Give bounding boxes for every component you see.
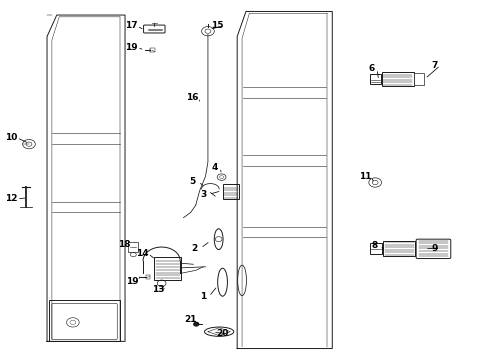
Text: 8: 8 [370, 241, 377, 250]
Text: 1: 1 [200, 292, 206, 301]
Bar [145, 275, 150, 279]
Bar [128, 242, 138, 252]
Text: 19: 19 [126, 276, 139, 285]
Bar [381, 72, 413, 86]
FancyBboxPatch shape [143, 25, 164, 33]
Text: 19: 19 [125, 43, 138, 52]
Circle shape [193, 322, 198, 326]
Text: 18: 18 [118, 240, 130, 249]
Text: 3: 3 [200, 190, 206, 199]
FancyBboxPatch shape [415, 239, 450, 258]
Bar [49, 300, 120, 341]
Text: 21: 21 [184, 315, 197, 324]
Text: 4: 4 [211, 163, 217, 172]
Bar [154, 257, 181, 280]
Bar [413, 73, 423, 85]
Text: 14: 14 [136, 249, 148, 258]
Text: 16: 16 [186, 93, 198, 102]
Bar [369, 243, 382, 253]
Text: 9: 9 [430, 244, 437, 253]
Text: 13: 13 [152, 285, 164, 294]
Bar [369, 74, 380, 84]
Text: 11: 11 [359, 172, 371, 181]
Text: 12: 12 [5, 194, 17, 203]
Text: 15: 15 [211, 21, 224, 30]
Text: 10: 10 [5, 133, 17, 142]
Bar [222, 184, 238, 199]
Bar [383, 241, 414, 256]
Bar [150, 48, 155, 52]
Text: 6: 6 [367, 64, 374, 73]
Text: 2: 2 [191, 244, 198, 253]
Text: 20: 20 [216, 329, 228, 338]
FancyBboxPatch shape [52, 303, 117, 339]
Text: 5: 5 [189, 177, 195, 186]
Text: 7: 7 [430, 61, 437, 70]
Text: 17: 17 [124, 21, 137, 30]
